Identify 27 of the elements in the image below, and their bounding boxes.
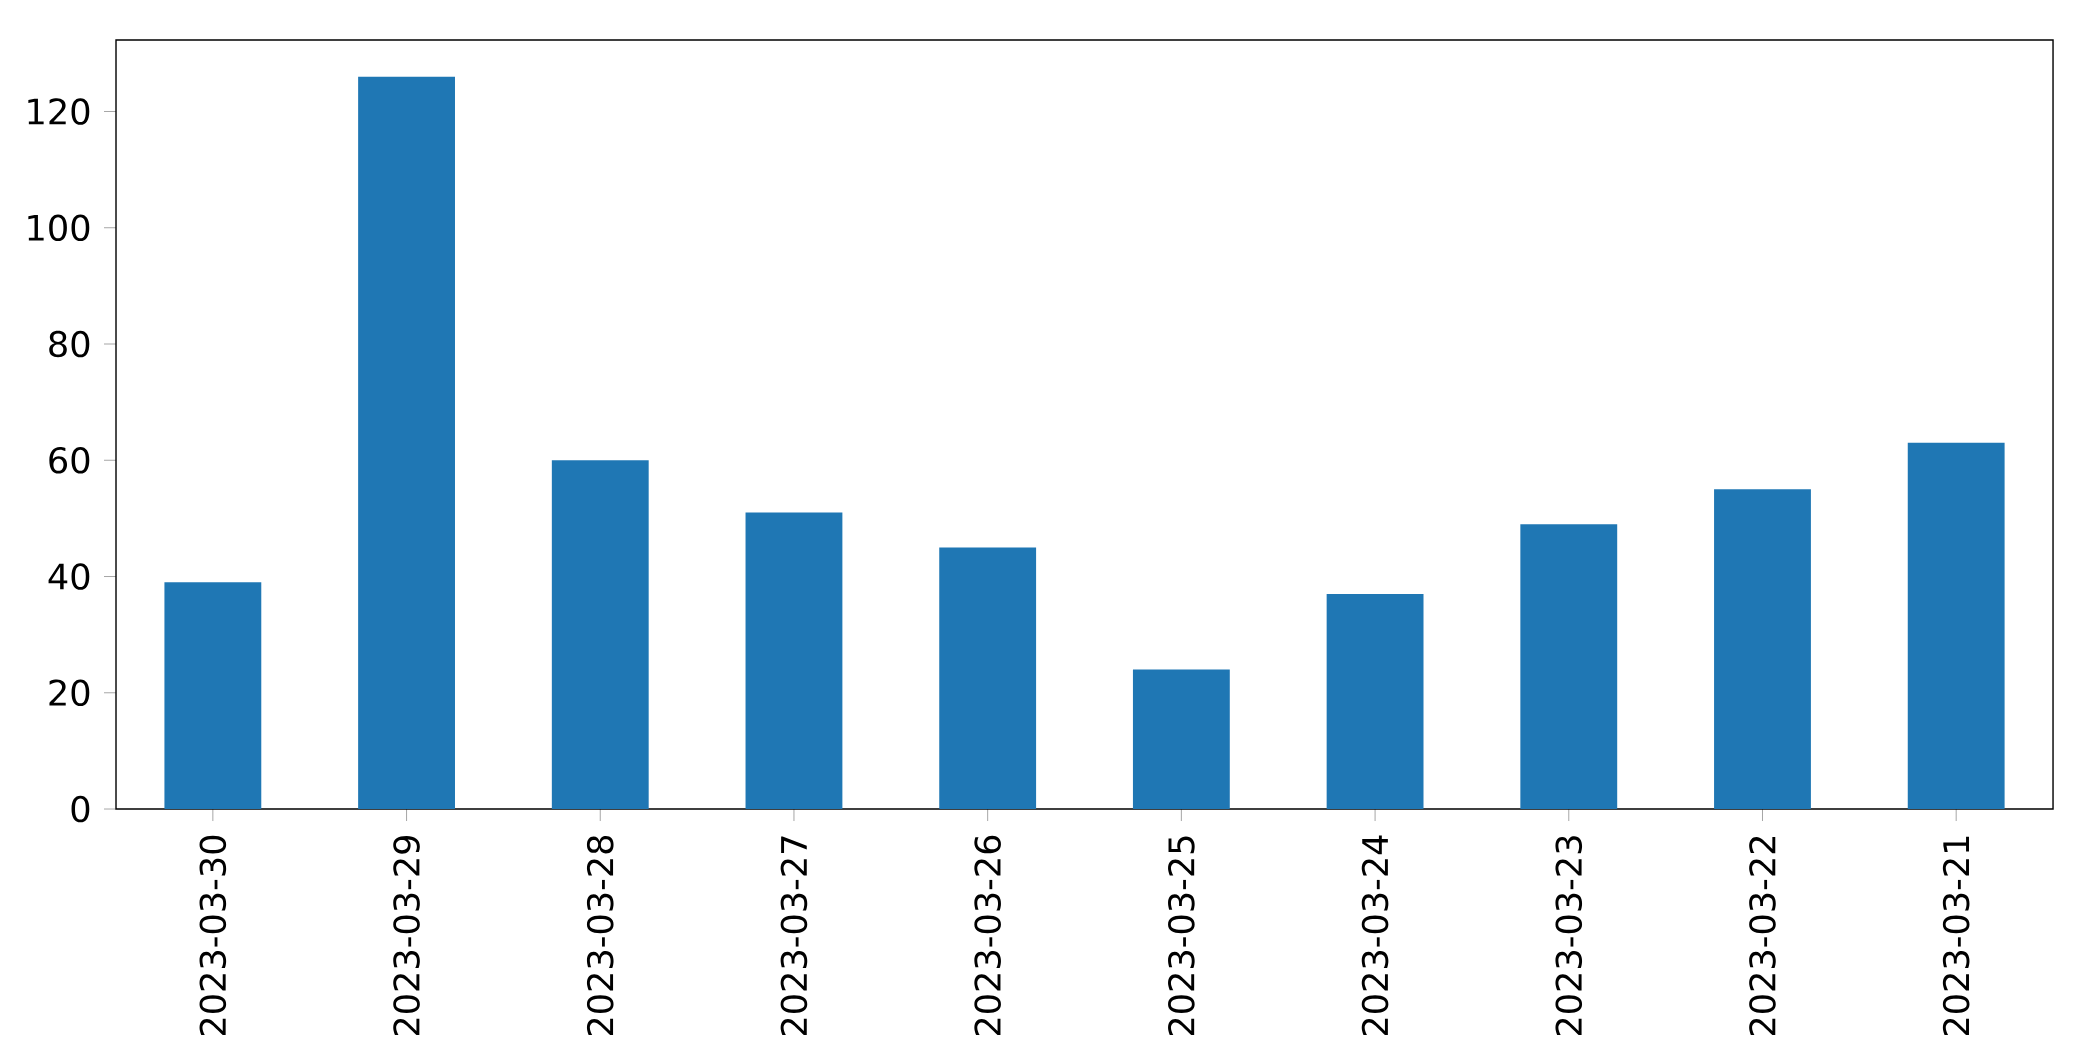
- x-tick-label: 2023-03-23: [1555, 836, 1583, 1036]
- bar: [1326, 593, 1424, 810]
- y-tick-label: 100: [28, 214, 90, 242]
- x-tick-label: 2023-03-29: [393, 835, 420, 1036]
- x-tick-label: 2023-03-25: [1168, 836, 1195, 1036]
- y-tick-label: 60: [49, 446, 90, 474]
- bar: [551, 460, 649, 810]
- bar: [1132, 669, 1230, 810]
- bar: [745, 512, 843, 810]
- x-tick-label: 2023-03-30: [199, 835, 227, 1036]
- x-tick-label: 2023-03-26: [974, 835, 1001, 1036]
- y-tick-label: 40: [48, 563, 90, 590]
- x-tick-label: 2023-03-28: [586, 835, 614, 1036]
- y-tick-label: 0: [71, 795, 90, 823]
- bar: [358, 76, 455, 810]
- x-tick-label: 2023-03-27: [780, 836, 808, 1036]
- y-tick-label: 20: [49, 679, 90, 707]
- bar: [1520, 524, 1618, 810]
- bar: [939, 547, 1037, 810]
- x-tick-label: 2023-03-21: [1942, 836, 1970, 1036]
- bar: [164, 582, 262, 810]
- bar: [1907, 442, 2005, 810]
- x-tick-label: 2023-03-22: [1749, 836, 1776, 1036]
- bar: [1714, 489, 1811, 810]
- x-tick-label: 2023-03-24: [1361, 835, 1389, 1036]
- y-tick-label: 80: [49, 330, 90, 358]
- y-tick-label: 120: [28, 98, 90, 125]
